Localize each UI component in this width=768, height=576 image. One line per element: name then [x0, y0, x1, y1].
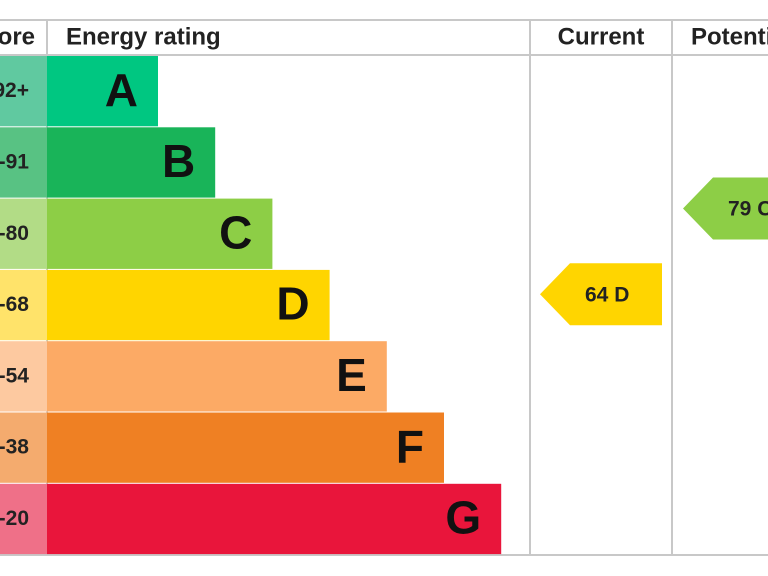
- rating-header: Energy rating: [66, 23, 221, 50]
- score-cell: [0, 269, 47, 341]
- score-cell: [0, 412, 47, 483]
- current-header: Current: [558, 23, 645, 50]
- score-range: 39-54: [0, 364, 29, 387]
- band-letter: A: [105, 64, 138, 116]
- potential-header: Potential: [691, 23, 768, 50]
- score-cell: [0, 56, 47, 127]
- rating-score: 64: [585, 283, 609, 306]
- potential-indicator: 79 C: [683, 177, 768, 240]
- score-range: 21-38: [0, 436, 29, 459]
- band-letter: B: [162, 135, 195, 187]
- rating-bar: [47, 341, 387, 412]
- rating-arrow: [540, 263, 662, 326]
- rating-band: C: [757, 197, 768, 220]
- band-letter: D: [276, 278, 309, 330]
- rating-score: 79: [728, 197, 751, 220]
- score-cell: [0, 127, 47, 198]
- current-indicator: 64 D: [540, 263, 662, 326]
- rating-label: 64 D: [585, 283, 629, 306]
- rating-bar: [47, 269, 330, 341]
- rating-bar: [47, 412, 444, 483]
- score-range: 55-68: [0, 293, 29, 316]
- score-cell: [0, 341, 47, 412]
- score-header: Score: [0, 23, 35, 50]
- rating-arrow: [683, 177, 768, 240]
- score-cell: [0, 198, 47, 269]
- rating-bar: [47, 483, 502, 555]
- rating-bar: [47, 127, 216, 198]
- band-letter: E: [336, 349, 367, 401]
- score-range: 69-80: [0, 222, 29, 245]
- rating-label: 79 C: [728, 197, 768, 220]
- rating-bar: [47, 198, 273, 269]
- band-letter: C: [219, 206, 252, 258]
- score-range: 1-20: [0, 507, 29, 530]
- rating-band: D: [614, 283, 629, 306]
- score-range: 81-91: [0, 150, 29, 173]
- band-letter: F: [396, 420, 424, 472]
- score-cell: [0, 483, 47, 555]
- band-letter: G: [445, 492, 481, 544]
- score-range: 92+: [0, 79, 29, 102]
- rating-bar: [47, 56, 158, 127]
